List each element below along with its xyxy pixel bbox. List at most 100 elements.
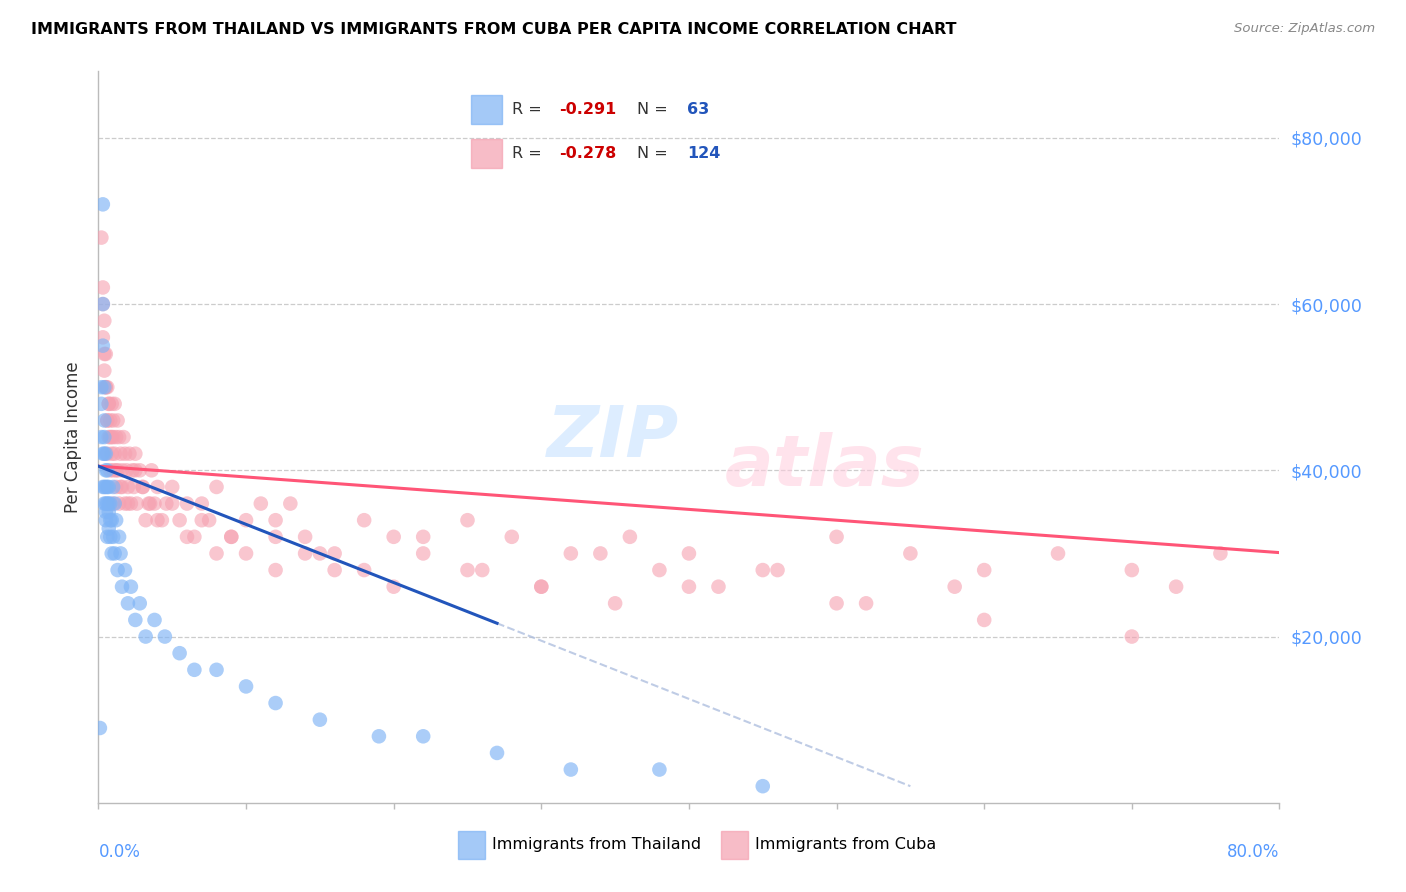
Point — [97, 521, 120, 535]
Point — [108, 530, 131, 544]
Point — [264, 530, 287, 544]
Point — [619, 530, 641, 544]
Point — [382, 530, 405, 544]
Point — [1166, 580, 1188, 594]
Point — [353, 563, 375, 577]
Point — [707, 580, 730, 594]
Point — [90, 430, 112, 444]
Point — [104, 397, 127, 411]
Point — [93, 363, 115, 377]
Point — [530, 580, 553, 594]
Point — [162, 497, 183, 511]
Point — [368, 729, 391, 743]
Point — [90, 230, 112, 244]
Point — [132, 480, 155, 494]
Point — [457, 563, 479, 577]
Point — [486, 746, 509, 760]
Point — [900, 546, 922, 560]
Point — [97, 505, 120, 519]
Text: atlas: atlas — [724, 432, 924, 500]
Point — [309, 713, 332, 727]
Text: 80.0%: 80.0% — [1227, 843, 1279, 861]
Point — [108, 430, 131, 444]
Point — [98, 463, 121, 477]
Point — [104, 546, 127, 560]
Point — [103, 530, 125, 544]
Point — [91, 297, 114, 311]
Point — [103, 497, 125, 511]
Point — [108, 497, 131, 511]
Point — [120, 580, 142, 594]
Point — [105, 480, 128, 494]
Point — [825, 596, 848, 610]
Point — [96, 530, 118, 544]
Point — [97, 430, 120, 444]
Point — [93, 430, 115, 444]
Point — [91, 447, 114, 461]
Point — [93, 347, 115, 361]
Point — [100, 397, 122, 411]
Point — [1046, 546, 1070, 560]
Point — [93, 480, 115, 494]
Point — [138, 497, 160, 511]
Point — [183, 663, 205, 677]
Point — [309, 546, 332, 560]
Point — [648, 563, 671, 577]
Point — [973, 563, 995, 577]
Point — [91, 197, 114, 211]
Point — [93, 447, 115, 461]
Point — [128, 463, 150, 477]
Point — [250, 497, 273, 511]
Point — [91, 330, 114, 344]
Point — [1121, 630, 1143, 644]
Point — [501, 530, 523, 544]
Point — [111, 580, 134, 594]
Point — [353, 513, 375, 527]
Point — [162, 480, 183, 494]
Point — [96, 413, 118, 427]
Point — [125, 497, 148, 511]
Point — [143, 497, 166, 511]
Point — [97, 397, 120, 411]
Point — [98, 413, 121, 427]
Point — [135, 630, 157, 644]
Point — [382, 580, 405, 594]
Point — [198, 513, 221, 527]
Point — [205, 480, 228, 494]
Point — [91, 338, 114, 352]
Point — [169, 513, 191, 527]
Point — [100, 546, 122, 560]
Point — [589, 546, 612, 560]
Point — [94, 497, 117, 511]
Point — [235, 546, 257, 560]
Point — [105, 513, 128, 527]
Point — [103, 463, 125, 477]
Point — [530, 580, 553, 594]
Point — [128, 596, 150, 610]
Point — [412, 546, 434, 560]
Point — [97, 497, 120, 511]
Point — [457, 513, 479, 527]
Point — [96, 447, 118, 461]
Text: 0.0%: 0.0% — [98, 843, 141, 861]
Point — [115, 463, 138, 477]
Point — [264, 513, 287, 527]
Point — [205, 663, 228, 677]
Point — [146, 513, 169, 527]
Point — [104, 447, 127, 461]
Point — [132, 480, 155, 494]
Point — [124, 463, 146, 477]
Point — [560, 763, 582, 777]
Point — [111, 480, 134, 494]
Point — [89, 721, 111, 735]
Point — [153, 630, 176, 644]
Point — [98, 530, 121, 544]
Point — [100, 430, 122, 444]
Point — [103, 480, 125, 494]
Point — [235, 680, 257, 694]
Point — [205, 546, 228, 560]
Point — [412, 530, 434, 544]
Point — [112, 430, 135, 444]
Point — [98, 497, 121, 511]
Point — [678, 546, 700, 560]
